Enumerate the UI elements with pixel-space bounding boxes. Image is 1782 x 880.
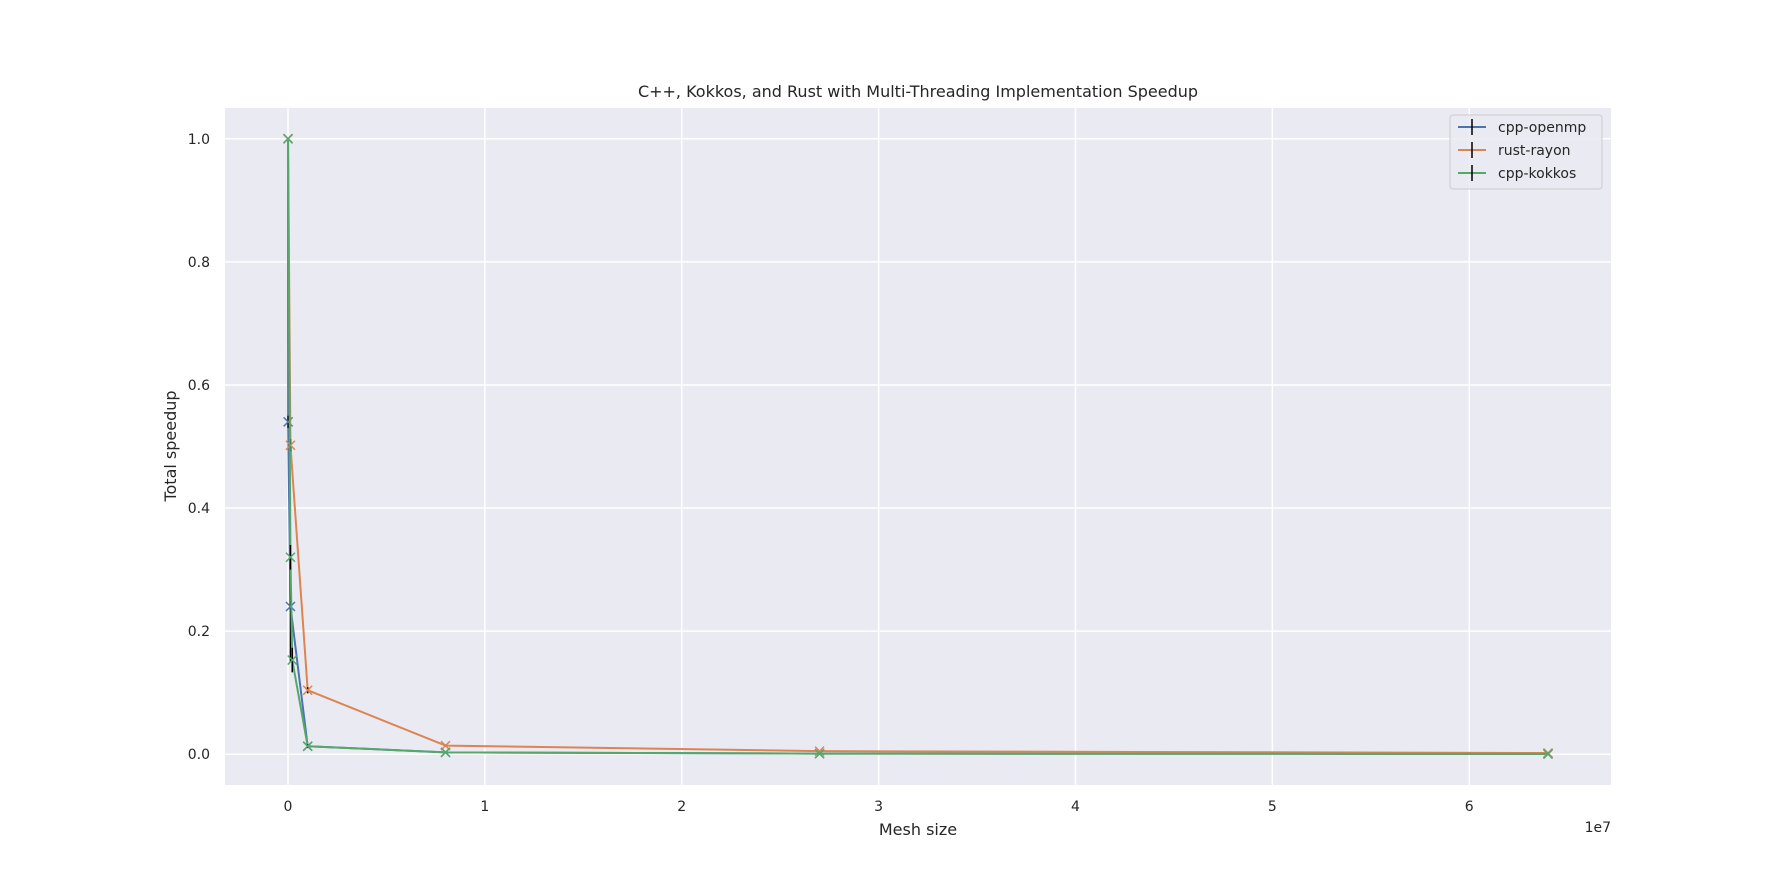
- marker-stroke: [302, 741, 313, 752]
- grid: [225, 108, 1611, 785]
- data-point: [287, 655, 298, 666]
- y-axis-ticks: 0.0 0.2 0.4 0.6 0.8 1.0: [188, 132, 210, 763]
- data-point: [814, 748, 825, 759]
- legend-frame: [1449, 114, 1603, 190]
- marker-stroke: [282, 133, 294, 144]
- x-axis-label: Mesh size: [879, 820, 957, 839]
- y-tick-label: 0.8: [188, 255, 210, 271]
- marker-stroke: [302, 685, 313, 696]
- y-axis-label: Total speedup: [161, 390, 180, 502]
- legend-entry: cpp-kokkos: [1458, 165, 1576, 182]
- chart-title: C++, Kokkos, and Rust with Multi-Threadi…: [638, 82, 1198, 101]
- y-tick-label: 0.4: [188, 501, 210, 517]
- marker-stroke: [1542, 748, 1554, 759]
- y-tick-label: 1.0: [188, 132, 210, 148]
- x-tick-label: 3: [874, 799, 883, 815]
- marker-stroke: [814, 748, 825, 759]
- y-tick-label: 0.0: [188, 747, 210, 763]
- marker-stroke: [287, 655, 298, 666]
- x-axis-offset-label: 1e7: [1585, 820, 1611, 836]
- x-tick-label: 5: [1268, 799, 1277, 815]
- data-point: [302, 741, 313, 752]
- legend-label: cpp-openmp: [1498, 120, 1586, 136]
- legend-entry: rust-rayon: [1458, 142, 1571, 159]
- legend-label: cpp-kokkos: [1498, 166, 1576, 182]
- marker-stroke: [440, 747, 451, 758]
- marker-stroke: [285, 552, 296, 563]
- legend: cpp-openmp rust-rayon cpp-kokkos: [1449, 114, 1603, 190]
- y-tick-label: 0.6: [188, 378, 210, 394]
- x-tick-label: 0: [284, 799, 293, 815]
- data-point: [1542, 748, 1554, 759]
- x-tick-label: 4: [1071, 799, 1080, 815]
- x-tick-label: 2: [677, 799, 686, 815]
- data-point: [282, 133, 294, 144]
- x-tick-label: 6: [1465, 799, 1474, 815]
- legend-entry: cpp-openmp: [1458, 119, 1586, 136]
- data-point: [285, 552, 296, 563]
- series-cpp-kokkos: [282, 133, 1554, 759]
- data-point: [440, 747, 451, 758]
- data-point: [302, 685, 313, 696]
- legend-label: rust-rayon: [1498, 143, 1571, 159]
- y-tick-label: 0.2: [188, 624, 210, 640]
- plot-area: [225, 108, 1611, 785]
- x-tick-label: 1: [480, 799, 489, 815]
- x-axis-ticks: 0 1 2 3 4 5 6: [284, 799, 1474, 815]
- series-layer: [282, 133, 1554, 759]
